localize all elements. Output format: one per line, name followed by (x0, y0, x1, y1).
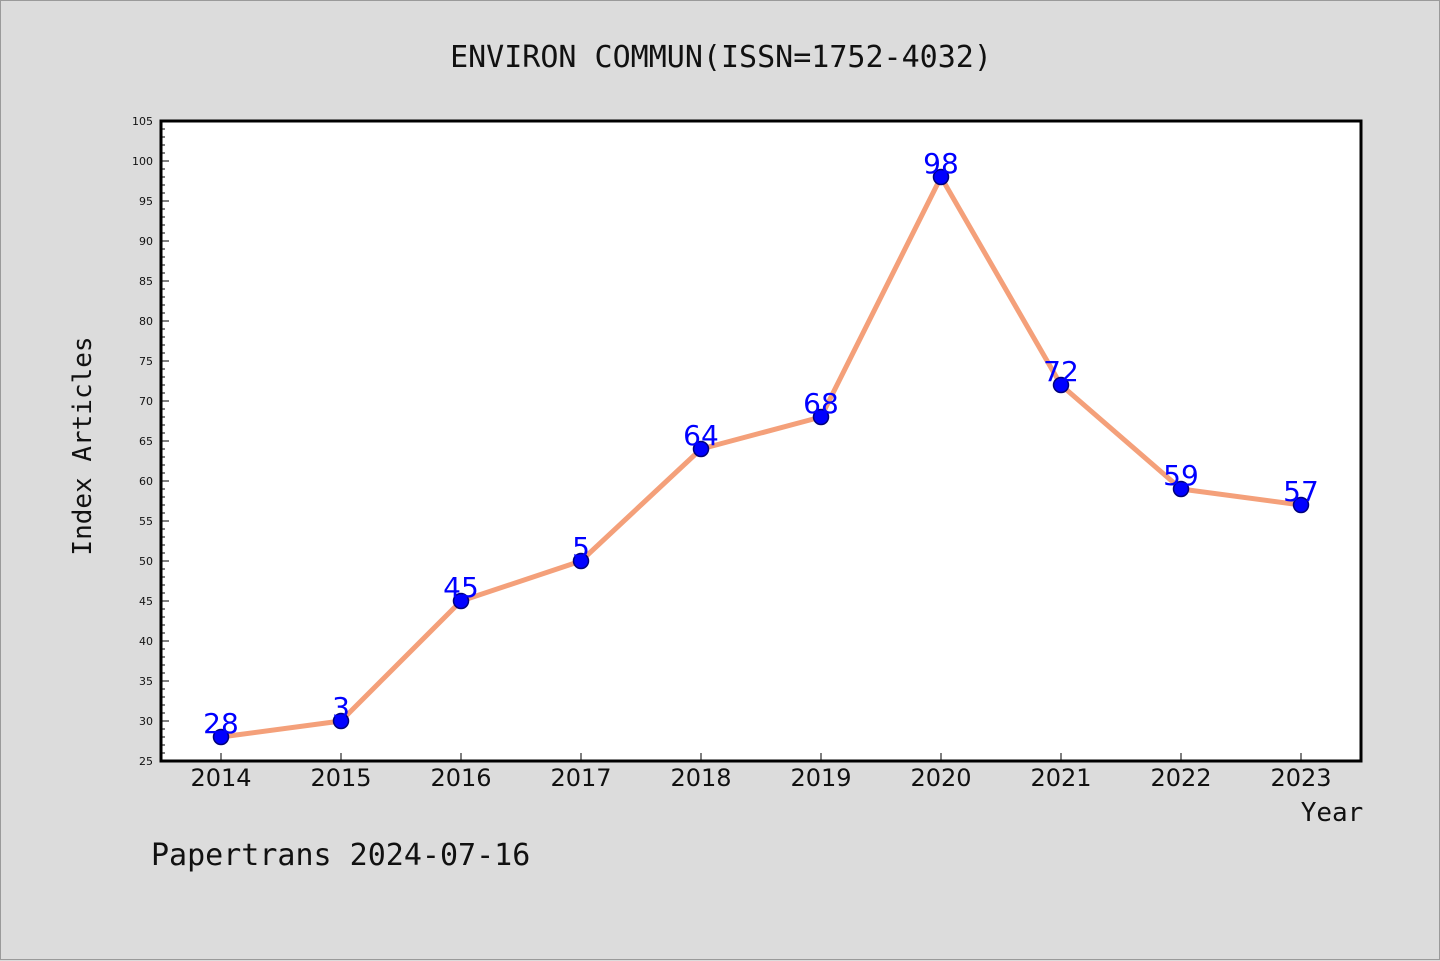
data-label: 72 (1043, 355, 1079, 388)
y-tick-label: 65 (139, 435, 153, 448)
data-point (932, 168, 950, 186)
x-tick-label: 2014 (190, 764, 251, 792)
data-label: 98 (923, 147, 959, 180)
data-label: 5 (572, 531, 590, 564)
x-tick-label: 2016 (430, 764, 491, 792)
y-tick-label: 70 (139, 395, 153, 408)
y-tick-label: 85 (139, 275, 153, 288)
footer-credit: Papertrans 2024-07-16 (151, 838, 530, 873)
data-label: 28 (203, 707, 239, 740)
y-tick-label: 100 (132, 155, 153, 168)
x-tick-label: 2022 (1150, 764, 1211, 792)
y-tick-label: 45 (139, 595, 153, 608)
data-label: 68 (803, 387, 839, 420)
data-label: 3 (332, 691, 350, 724)
data-label: 57 (1283, 475, 1319, 508)
data-point (692, 440, 710, 458)
data-point (1292, 496, 1310, 514)
y-axis-title: Index Articles (68, 336, 98, 555)
y-tick-label: 75 (139, 355, 153, 368)
x-axis-title: Year (1301, 798, 1364, 828)
series-line (220, 174, 1302, 740)
x-tick-label: 2020 (910, 764, 971, 792)
y-tick-label: 35 (139, 675, 153, 688)
data-label: 64 (683, 419, 719, 452)
y-tick-label: 30 (139, 715, 153, 728)
chart-title: ENVIRON COMMUN(ISSN=1752-4032) (450, 40, 992, 75)
plot-border (159, 119, 1363, 763)
data-point (812, 408, 830, 426)
x-axis-ticks: 2014 2015 2016 2017 2018 2019 2020 2021 2022 2023 (190, 753, 1332, 792)
data-label: 59 (1163, 459, 1199, 492)
y-tick-label: 90 (139, 235, 153, 248)
x-tick-label: 2015 (310, 764, 371, 792)
y-tick-label: 25 (139, 755, 153, 768)
y-tick-label: 80 (139, 315, 153, 328)
y-tick-label: 105 (132, 115, 153, 128)
plot-area (161, 121, 1361, 761)
y-tick-label: 50 (139, 555, 153, 568)
x-tick-label: 2017 (550, 764, 611, 792)
data-point (212, 728, 230, 746)
data-markers (212, 168, 1310, 746)
x-tick-label: 2018 (670, 764, 731, 792)
y-tick-label: 40 (139, 635, 153, 648)
y-tick-label: 55 (139, 515, 153, 528)
y-axis-ticks: 25 30 35 40 45 50 55 60 65 70 75 80 85 90 95 100 105 (132, 115, 169, 768)
data-point (452, 592, 470, 610)
data-point (1172, 480, 1190, 498)
y-tick-label: 95 (139, 195, 153, 208)
y-tick-label: 60 (139, 475, 153, 488)
x-tick-label: 2021 (1030, 764, 1091, 792)
data-labels: 28 3 45 5 64 68 98 72 59 57 (203, 147, 1319, 740)
data-point (332, 712, 350, 730)
data-point (572, 552, 590, 570)
data-label: 45 (443, 571, 479, 604)
x-tick-label: 2019 (790, 764, 851, 792)
x-tick-label: 2023 (1270, 764, 1331, 792)
data-point (1052, 376, 1070, 394)
